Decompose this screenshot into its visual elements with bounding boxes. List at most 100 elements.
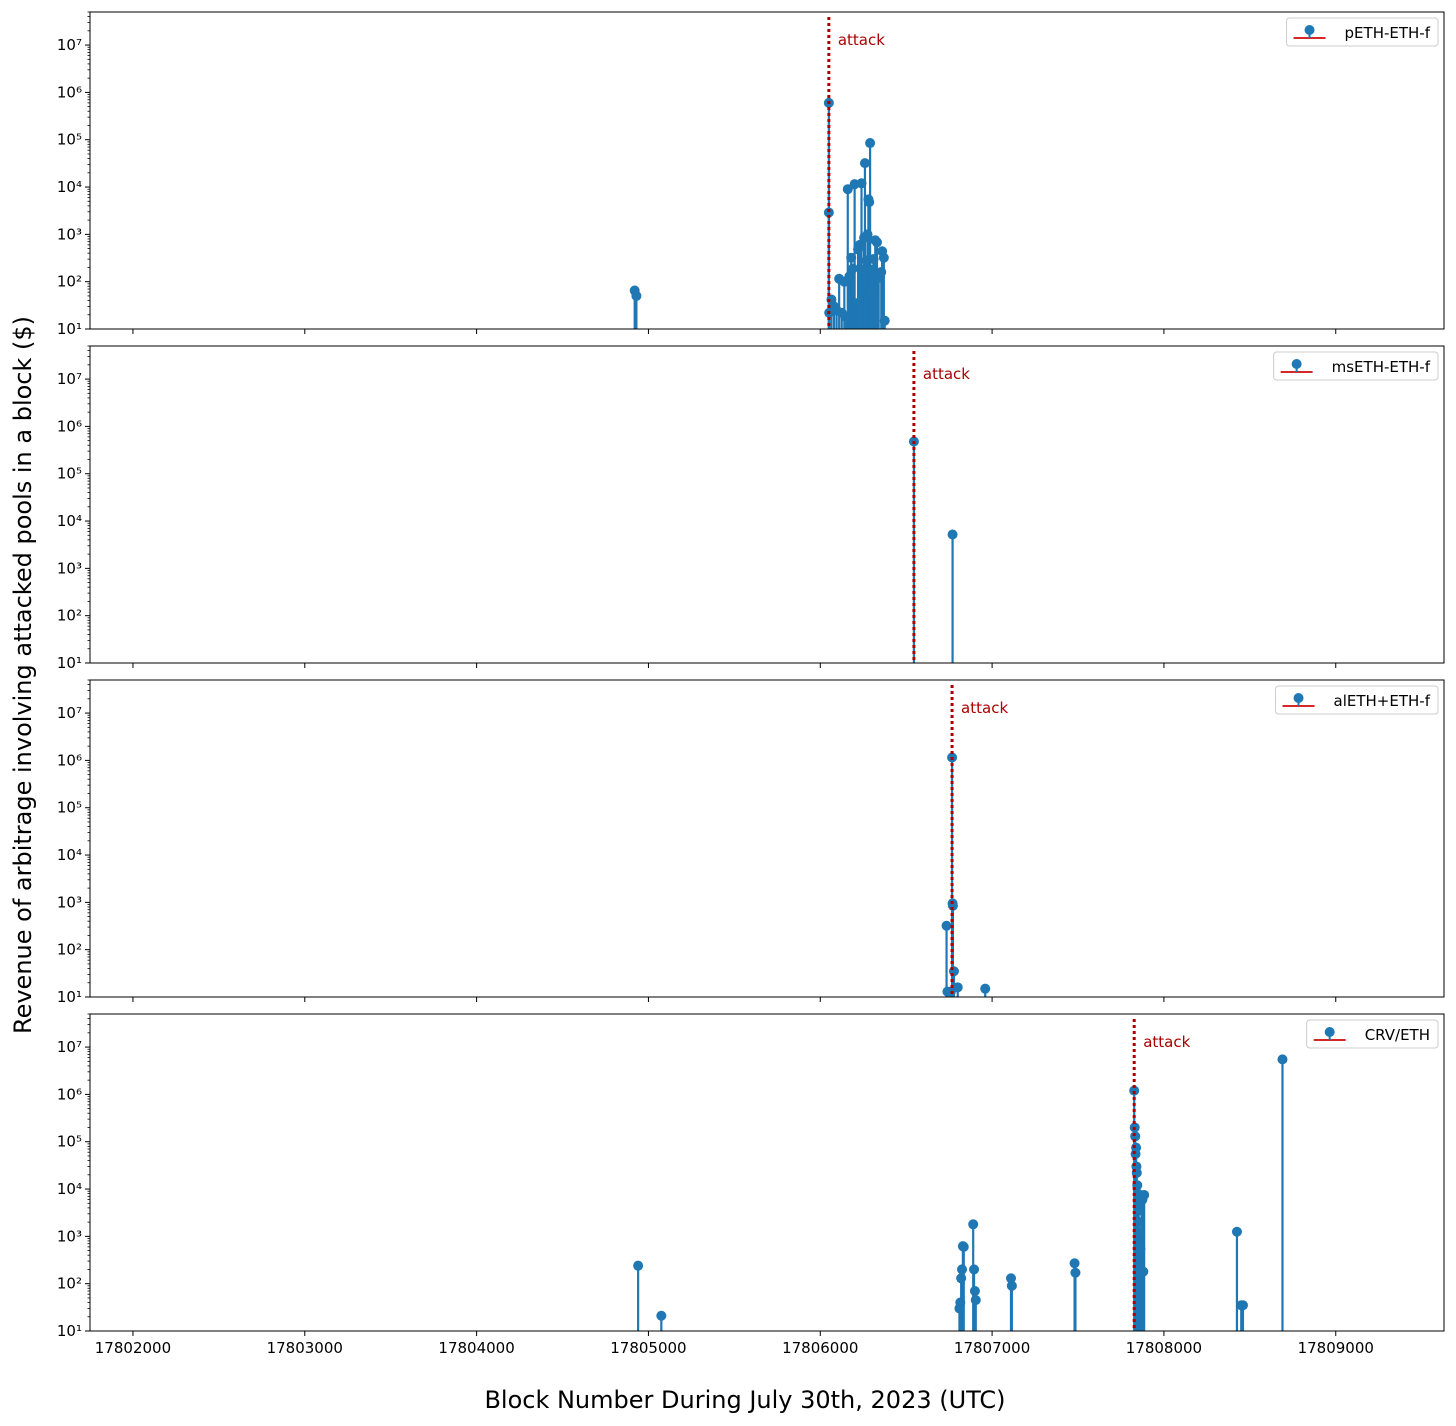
data-series [908,436,958,663]
data-series [633,1054,1288,1331]
stem-marker [858,264,869,275]
stem-marker [1135,1243,1146,1254]
y-tick-label: 10⁵ [57,799,82,817]
y-tick-label: 10⁷ [57,1038,82,1056]
stem-marker [631,290,642,301]
y-tick-label: 10³ [57,1227,82,1245]
stem-marker [956,1273,967,1284]
y-tick-label: 10⁵ [57,131,82,149]
stem-marker [952,982,963,993]
stem-marker [1134,1217,1145,1228]
y-tick-label: 10² [57,607,82,625]
stem-marker [1005,1273,1016,1284]
legend: msETH-ETH-f [1273,351,1439,381]
stem-marker [865,287,876,298]
stem-marker [1129,1085,1140,1096]
y-tick-label: 10⁴ [57,1180,82,1198]
attack-label: attack [923,365,970,383]
stem-marker [862,229,873,240]
y-tick-label: 10⁶ [57,417,82,435]
y-tick-label: 10² [57,1275,82,1293]
subplot-2: 10¹ 10² 10³ 10⁴ 10⁵ 10⁶ 10⁷ attack msETH-ETH-f [57,345,1445,672]
axes-frame [89,679,1445,998]
x-tick-label: 17802000 [95,1339,171,1357]
stem-marker [864,197,875,208]
stem-marker [947,529,958,540]
stem-marker [633,1260,644,1271]
stem-marker [865,138,876,149]
legend: pETH-ETH-f [1286,17,1439,47]
stem-marker [844,271,855,282]
stem-marker [841,311,852,322]
stem-marker [969,1264,980,1275]
stem-marker [948,966,959,977]
stem-marker [1069,1258,1080,1269]
stem-marker [970,1295,981,1306]
y-tick-label: 10¹ [57,988,82,1006]
stem-marker [1277,1054,1288,1065]
x-tick-label: 17804000 [438,1339,514,1357]
y-tick-label: 10¹ [57,654,82,672]
stem-marker [1134,1227,1145,1238]
subplot-1: 10¹ 10² 10³ 10⁴ 10⁵ 10⁶ 10⁷ attack pETH-ETH-f [57,11,1445,338]
y-tick-label: 10² [57,273,82,291]
x-tick-label: 17803000 [267,1339,343,1357]
legend-label: alETH+ETH-f [1334,692,1431,710]
y-tick-label: 10⁴ [57,512,82,530]
stem-marker [871,237,882,248]
y-tick-label: 10² [57,941,82,959]
stem-marker [823,207,834,218]
attack-label: attack [961,699,1008,717]
legend: CRV/ETH [1306,1019,1439,1049]
legend: alETH+ETH-f [1275,685,1439,715]
stem-marker [851,298,862,309]
stem-marker [847,263,858,274]
axes-frame [89,11,1445,330]
y-tick-label: 10⁶ [57,751,82,769]
stem-marker [955,1297,966,1308]
y-tick-label: 10⁶ [57,83,82,101]
y-tick-label: 10⁷ [57,36,82,54]
stem-marker [856,178,867,189]
stem-marker [1133,1205,1144,1216]
y-tick-label: 10⁷ [57,704,82,722]
x-tick-label: 17805000 [610,1339,686,1357]
axes-frame [89,1013,1445,1332]
axes-frame [89,345,1445,664]
y-tick-label: 10⁷ [57,370,82,388]
y-tick-label: 10¹ [57,320,82,338]
data-series [941,752,991,997]
y-tick-label: 10⁵ [57,465,82,483]
stem-marker [1139,1189,1150,1200]
legend-label: msETH-ETH-f [1332,358,1431,376]
stem-marker [1231,1226,1242,1237]
y-tick-label: 10³ [57,225,82,243]
data-series [629,97,890,329]
stem-marker [866,264,877,275]
x-axis-label: Block Number During July 30th, 2023 (UTC… [484,1386,1005,1414]
legend-label: CRV/ETH [1365,1026,1430,1044]
y-tick-label: 10¹ [57,1322,82,1340]
attack-label: attack [1143,1033,1190,1051]
legend-box [1273,351,1439,381]
stem-marker [1138,1266,1149,1277]
legend-marker [1293,693,1304,703]
x-tick-label: 17807000 [954,1339,1030,1357]
stem-marker [957,1264,968,1275]
stem-marker [958,1241,969,1252]
subplot-4: 10¹ 10² 10³ 10⁴ 10⁵ 10⁶ 10⁷ 17802000 17803000 178… [57,1013,1445,1357]
x-tick-label: 17808000 [1126,1339,1202,1357]
stem-marker [846,252,857,263]
x-tick-label: 17809000 [1298,1339,1374,1357]
y-tick-label: 10⁴ [57,178,82,196]
legend-marker [1304,25,1315,35]
stem-marker [1237,1300,1248,1311]
legend-marker [1291,359,1302,369]
y-tick-label: 10⁶ [57,1085,82,1103]
stem-marker [947,900,958,911]
attack-label: attack [838,31,885,49]
stem-marker [968,1219,979,1230]
stem-marker [868,254,879,265]
